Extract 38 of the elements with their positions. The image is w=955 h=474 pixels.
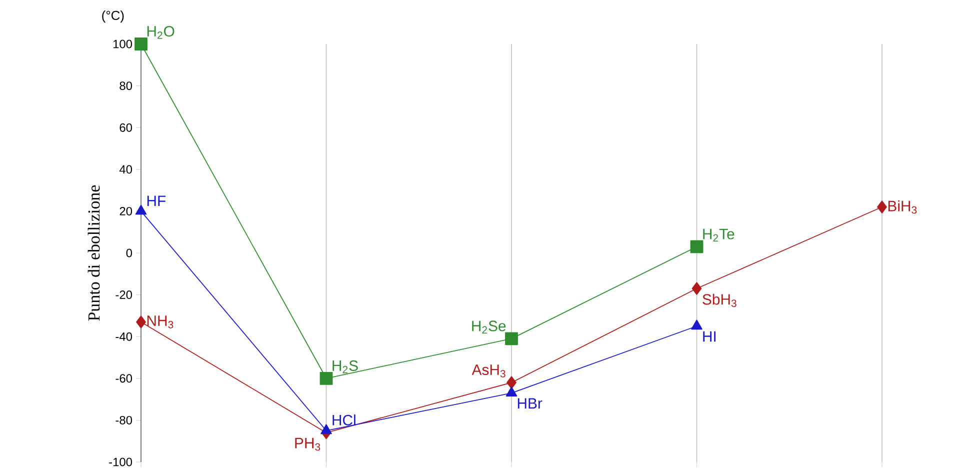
point: [690, 240, 704, 254]
point: [506, 376, 516, 390]
annotation: AsH$_{3}$: [472, 364, 506, 378]
point: [506, 386, 518, 397]
point: [320, 372, 333, 385]
text: H$_{2}$O: [147, 26, 174, 39]
annotation: H$_{2}$Se: [472, 320, 506, 334]
y-tick-label: -80: [116, 416, 132, 424]
y-tick-label: 100: [113, 40, 132, 48]
y-tick-label: 60: [120, 123, 132, 132]
point: [691, 320, 702, 330]
y-tick-label: -40: [116, 332, 132, 341]
y-tick-label: -60: [116, 374, 132, 383]
point: [877, 200, 887, 214]
y-tick-label: 80: [120, 82, 132, 90]
y-tick-label: 20: [120, 207, 132, 216]
point: [136, 316, 146, 328]
annotation: NH$_{3}$: [147, 316, 174, 328]
y-tick-label: 0: [126, 248, 132, 258]
point: [505, 332, 518, 346]
annotation: HBr: [518, 398, 542, 409]
annotation: BiH$_{3}$: [888, 200, 917, 214]
point: [320, 424, 332, 434]
annotation: HF: [147, 196, 166, 206]
y-tick-label: -100: [109, 458, 132, 466]
annotation: SbH$_{3}$: [702, 294, 736, 308]
annotation: H$_{2}$Te: [703, 228, 734, 242]
point: [135, 204, 147, 215]
annotation: H$_{2}$S: [332, 360, 358, 374]
text: (°C): [102, 10, 124, 23]
point: [692, 282, 702, 296]
point: [134, 38, 148, 51]
annotation: PH$_{3}$: [295, 438, 320, 451]
y-tick-label: 40: [119, 165, 132, 174]
y-axis-title: Punto di ebollizione: [88, 185, 100, 321]
annotation: HCl: [332, 414, 356, 426]
y-tick-label: -20: [116, 290, 132, 300]
annotation: HI: [703, 331, 716, 342]
